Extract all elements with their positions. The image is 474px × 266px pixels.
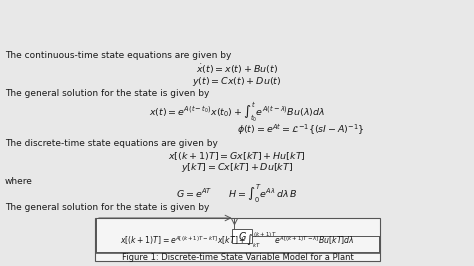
Text: The general solution for the state is given by: The general solution for the state is gi… bbox=[5, 202, 210, 211]
Text: The general solution for the state is given by: The general solution for the state is gi… bbox=[5, 89, 210, 98]
Text: $\dot{x}(t) = x(t) + Bu(t)$: $\dot{x}(t) = x(t) + Bu(t)$ bbox=[196, 63, 278, 76]
Text: $y[kT] = Cx[kT] + Du[kT]$: $y[kT] = Cx[kT] + Du[kT]$ bbox=[181, 161, 293, 174]
Text: $x(t) = e^{A(t-t_0)}x(t_0) + \int_{t_0}^{t} e^{A(t-\lambda)}Bu(\lambda)d\lambda$: $x(t) = e^{A(t-t_0)}x(t_0) + \int_{t_0}^… bbox=[149, 100, 325, 124]
Bar bbox=[233, 228, 253, 243]
Text: The discrete-time state equations are given by: The discrete-time state equations are gi… bbox=[5, 139, 218, 148]
Bar bbox=[95, 218, 380, 261]
Text: The continuous-time state equations are given by: The continuous-time state equations are … bbox=[5, 51, 231, 60]
Text: $G$: $G$ bbox=[238, 230, 247, 242]
Text: $\phi(t) = e^{At} = \mathcal{L}^{-1}\{(sI - A)^{-1}\}$: $\phi(t) = e^{At} = \mathcal{L}^{-1}\{(s… bbox=[237, 123, 365, 138]
Text: where: where bbox=[5, 177, 33, 185]
Text: $G = e^{AT} \qquad H = \int_0^T e^{A\lambda}\, d\lambda\, B$: $G = e^{AT} \qquad H = \int_0^T e^{A\lam… bbox=[176, 183, 298, 205]
Text: $y(t) = Cx(t) + Du(t)$: $y(t) = Cx(t) + Du(t)$ bbox=[192, 74, 282, 88]
Text: $x[(k + 1)T] = Gx[kT] + Hu[kT]$: $x[(k + 1)T] = Gx[kT] + Hu[kT]$ bbox=[168, 150, 306, 162]
Text: $x[(k + 1)T] = e^{A[(k+1)T - kT]}x[kT] + \int_{kT}^{(k+1)T} e^{A[(k+1)T - \lambd: $x[(k + 1)T] = e^{A[(k+1)T - kT]}x[kT] +… bbox=[120, 230, 354, 250]
Text: Figure 1: Discrete-time State Variable Model for a Plant: Figure 1: Discrete-time State Variable M… bbox=[122, 252, 354, 261]
